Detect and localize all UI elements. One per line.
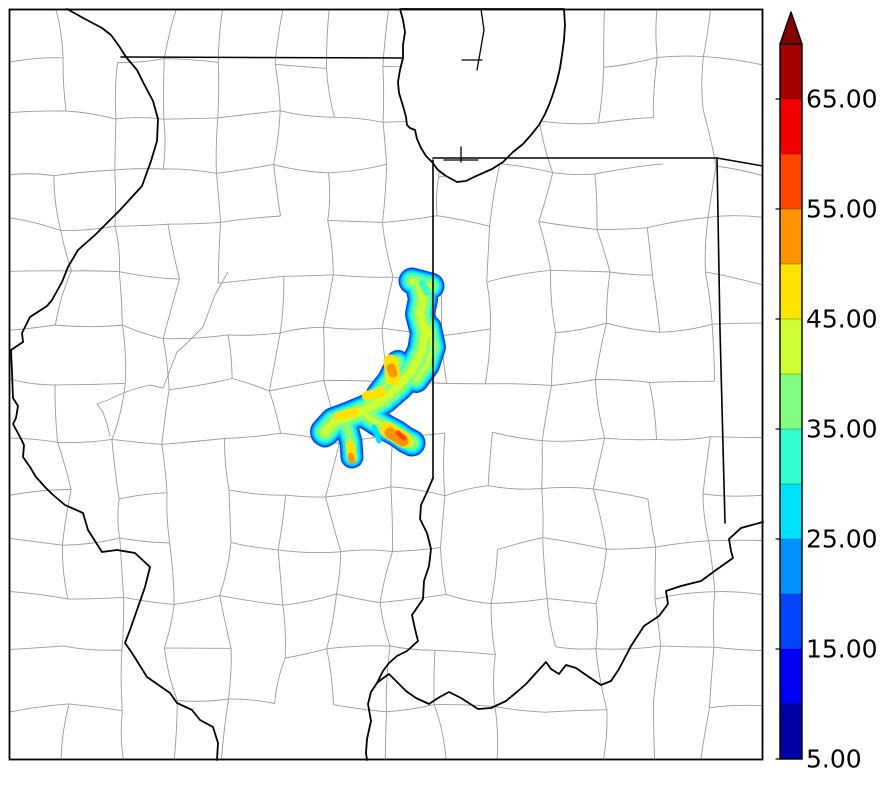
radar-layer-30-35 [418, 279, 431, 296]
colorbar-segment-65-70 [780, 44, 802, 99]
colorbar-segment-55-60 [780, 154, 802, 209]
map-frame [8, 8, 764, 761]
radar-layer-50-55 [386, 363, 398, 378]
wabash-river-border [365, 477, 434, 761]
colorbar-tick-label: 25.00 [806, 525, 878, 554]
radar-layer-55-60 [395, 430, 407, 441]
lake-michigan [397, 8, 566, 183]
colorbar-segment-20-25 [780, 539, 802, 594]
colorbar-segment-15-20 [780, 594, 802, 649]
radar-layer-50-55 [348, 453, 355, 464]
wisconsin-border [120, 56, 404, 59]
mississippi-river-border [10, 8, 219, 761]
radar-layer-45-50 [362, 387, 386, 401]
colorbar-segment-10-15 [780, 649, 802, 704]
colorbar-segment-40-45 [780, 319, 802, 374]
colorbar-over-arrow [779, 11, 803, 45]
michigan-ohio-border [716, 157, 764, 167]
indiana-ohio-border [716, 157, 726, 524]
in-lake-line-north [476, 8, 485, 71]
colorbar-tick-label: 45.00 [806, 305, 878, 334]
colorbar-outline [779, 43, 803, 760]
colorbar-tick-label: 5.00 [806, 745, 862, 774]
radar-layer-40-45 [414, 326, 435, 382]
colorbar-tick-label: 65.00 [806, 85, 878, 114]
colorbar-segment-25-30 [780, 484, 802, 539]
in-lake-state-lines [443, 8, 485, 163]
ohio-river-border [376, 521, 764, 710]
state-boundaries [10, 8, 764, 761]
colorbar-segment-60-65 [780, 99, 802, 154]
illinois-river-line [96, 271, 229, 437]
colorbar-segment-50-55 [780, 209, 802, 264]
colorbar-tick-label: 55.00 [806, 195, 878, 224]
colorbar-tick-label: 35.00 [806, 415, 878, 444]
colorbar: 65.00 55.00 45.00 35.00 25.00 15.00 5.00 [775, 11, 878, 774]
radar-echo [310, 267, 446, 469]
radar-layer-25-30 [371, 424, 382, 444]
colorbar-segment-35-40 [780, 374, 802, 429]
radar-layer-50-55 [384, 427, 409, 447]
colorbar-segment-5-10 [780, 704, 802, 759]
colorbar-segment-30-35 [780, 429, 802, 484]
colorbar-tick-label: 15.00 [806, 635, 878, 664]
colorbar-segment-45-50 [780, 264, 802, 319]
radar-layer-45-50 [333, 407, 360, 421]
